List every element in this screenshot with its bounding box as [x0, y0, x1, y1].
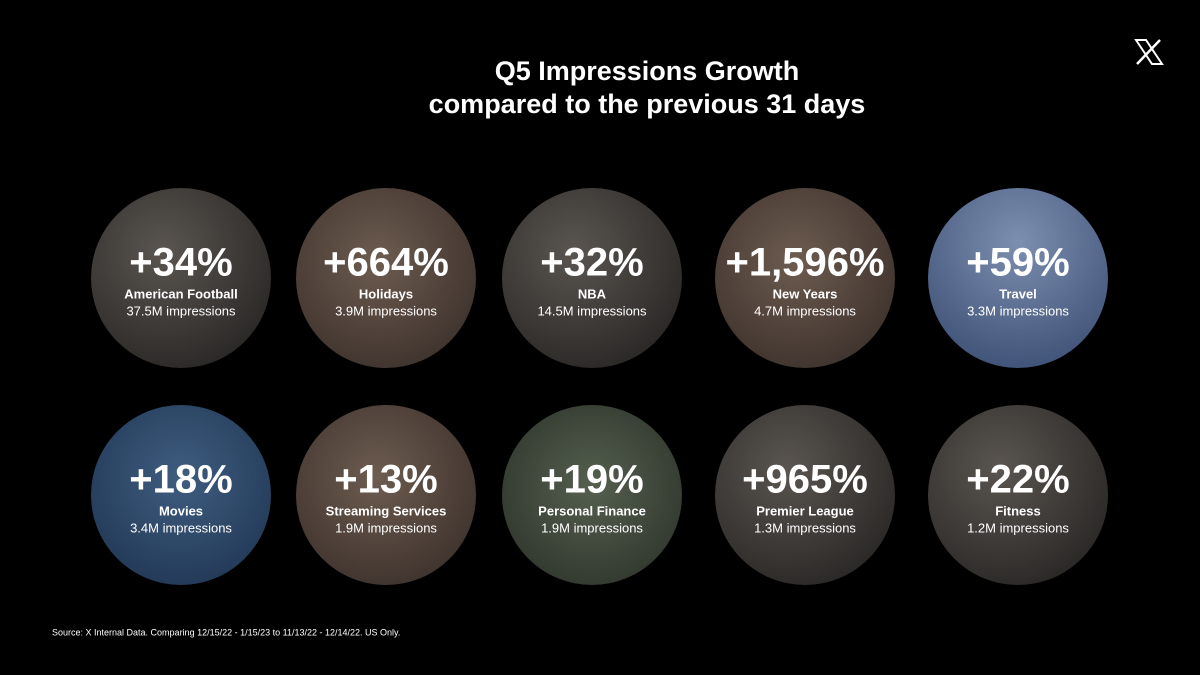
impressions: 3.4M impressions [130, 520, 232, 535]
growth: +22% [966, 458, 1069, 502]
growth: +13% [334, 458, 437, 502]
source-note: Source: X Internal Data. Comparing 12/15… [52, 627, 400, 637]
impressions: 1.2M impressions [967, 520, 1069, 535]
topic: NBA [578, 286, 607, 301]
growth: +18% [129, 458, 232, 502]
impressions: 1.3M impressions [754, 520, 856, 535]
impressions: 37.5M impressions [126, 303, 236, 318]
impressions: 3.9M impressions [335, 303, 437, 318]
topic: Travel [999, 286, 1037, 301]
photo-circle [502, 405, 682, 585]
impressions: 14.5M impressions [537, 303, 647, 318]
growth: +32% [540, 241, 643, 285]
impressions: 1.9M impressions [335, 520, 437, 535]
title: Q5 Impressions Growth [495, 56, 800, 86]
growth: +59% [966, 241, 1069, 285]
photo-circle [502, 188, 682, 368]
topic: Premier League [756, 503, 854, 518]
photo-circle [715, 188, 895, 368]
photo-circle [296, 188, 476, 368]
photo-circle [296, 405, 476, 585]
impressions: 1.9M impressions [541, 520, 643, 535]
impressions: 3.3M impressions [967, 303, 1069, 318]
title: compared to the previous 31 days [429, 89, 866, 119]
topic: American Football [124, 286, 237, 301]
growth: +1,596% [725, 241, 884, 285]
impressions: 4.7M impressions [754, 303, 856, 318]
topic: Fitness [995, 503, 1041, 518]
topic: Holidays [359, 286, 413, 301]
growth: +965% [742, 458, 868, 502]
items: +34%American Football 37.5M impressions +6… [91, 188, 1108, 585]
growth: +19% [540, 458, 643, 502]
topic: New Years [773, 286, 838, 301]
growth: +664% [323, 241, 449, 285]
photo-circle [715, 405, 895, 585]
topic: Personal Finance [538, 503, 646, 518]
photo-circle [91, 405, 271, 585]
growth: +34% [129, 241, 232, 285]
topic: Movies [159, 503, 203, 518]
photo-circle [928, 188, 1108, 368]
x-logo [1134, 39, 1164, 65]
photo-circle [928, 405, 1108, 585]
topic: Streaming Services [326, 503, 447, 518]
photo-circle [91, 188, 271, 368]
